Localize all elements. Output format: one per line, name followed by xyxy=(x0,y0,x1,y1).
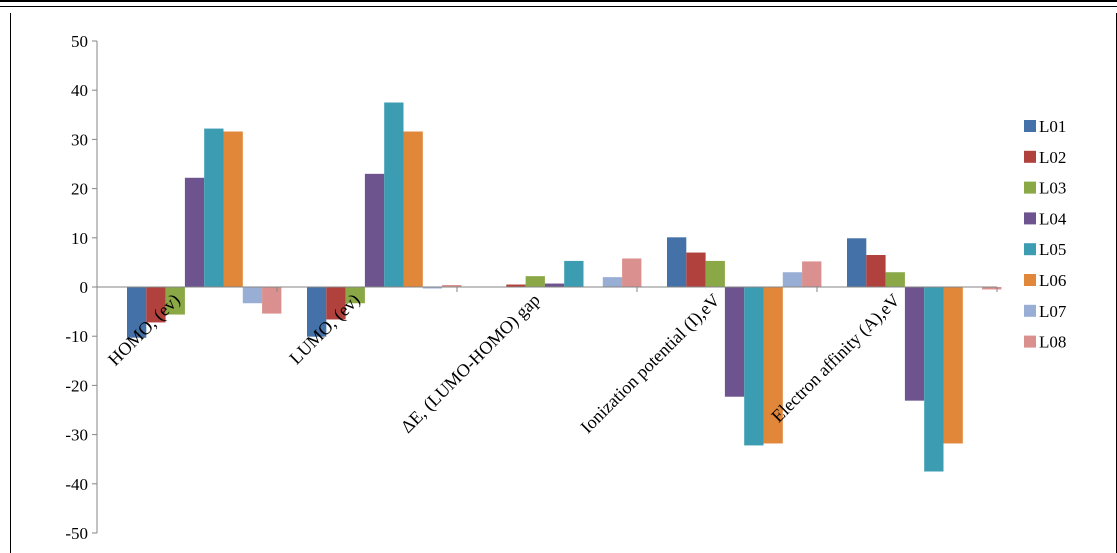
y-tick-label: 50 xyxy=(71,32,88,51)
series-l03 xyxy=(165,260,905,315)
legend: L01 L02 L03 L04 L05 L06 L07 L08 xyxy=(1024,117,1067,352)
top-border-rule xyxy=(0,0,1117,2)
legend-item: L05 xyxy=(1024,240,1066,259)
x-axis: HOMO, (ev) LUMO, (ev) ΔE, (LUMO-HOMO) gap I… xyxy=(96,286,998,438)
bar xyxy=(384,102,404,287)
bar xyxy=(602,277,623,287)
legend-label: L04 xyxy=(1039,209,1067,228)
legend-label: L02 xyxy=(1039,148,1066,167)
bar xyxy=(564,260,584,287)
bars xyxy=(127,102,1002,472)
legend-swatch xyxy=(1024,212,1036,225)
bar xyxy=(622,258,642,287)
legend-swatch xyxy=(1024,150,1036,163)
bar xyxy=(904,287,925,401)
bar xyxy=(127,287,147,338)
legend-swatch xyxy=(1024,120,1036,132)
legend-item: L08 xyxy=(1024,333,1066,352)
bar xyxy=(165,287,185,315)
legend-swatch xyxy=(1024,274,1036,286)
y-tick-label: 0 xyxy=(80,278,89,297)
category-label: ΔE, (LUMO-HOMO) gap xyxy=(397,290,545,438)
bar xyxy=(204,128,224,287)
bar xyxy=(307,287,327,337)
bar xyxy=(705,260,725,287)
legend-swatch xyxy=(1024,181,1036,194)
y-tick-label: -20 xyxy=(65,376,88,395)
series-l05 xyxy=(204,102,944,472)
series-l04 xyxy=(184,173,925,401)
bar xyxy=(442,285,462,287)
bar xyxy=(667,237,687,287)
y-tick-label: 40 xyxy=(71,81,88,100)
legend-item: L03 xyxy=(1024,179,1066,198)
bar xyxy=(184,177,205,287)
bar xyxy=(146,287,166,323)
bar xyxy=(724,287,745,397)
chart-border-left xyxy=(10,13,11,553)
series-l07 xyxy=(242,272,803,304)
legend-item: L01 xyxy=(1024,117,1066,136)
legend-label: L03 xyxy=(1039,179,1066,198)
y-tick-label: 30 xyxy=(71,130,88,149)
legend-label: L05 xyxy=(1039,240,1066,259)
bar xyxy=(364,173,385,287)
bar xyxy=(847,238,867,287)
bar xyxy=(223,131,243,287)
legend-label: L08 xyxy=(1039,333,1066,352)
bar xyxy=(262,287,282,314)
y-tick-label: -50 xyxy=(65,524,88,543)
bar xyxy=(544,283,565,287)
bar xyxy=(422,287,443,289)
bar xyxy=(326,287,346,320)
bar xyxy=(242,287,263,304)
y-tick-label: 10 xyxy=(71,229,88,248)
legend-swatch xyxy=(1024,335,1036,348)
legend-swatch xyxy=(1024,243,1036,256)
category-label: Electron affinity (A),eV xyxy=(767,290,904,427)
bar xyxy=(943,287,963,444)
y-tick-label: -30 xyxy=(65,426,88,445)
category-label: Ionization potential (I),eV xyxy=(576,290,724,438)
legend-item: L04 xyxy=(1024,209,1067,228)
legend-label: L07 xyxy=(1039,302,1067,321)
y-axis: 50 40 30 20 10 0 -10 -20 -30 -40 -50 xyxy=(65,32,98,543)
bar xyxy=(885,272,905,287)
bar xyxy=(982,287,1002,290)
bar xyxy=(744,287,764,446)
legend-item: L02 xyxy=(1024,148,1066,167)
bar xyxy=(866,255,886,287)
legend-swatch xyxy=(1024,304,1036,317)
legend-item: L06 xyxy=(1024,271,1066,290)
y-tick-label: -40 xyxy=(65,475,88,494)
bar xyxy=(506,284,526,287)
series-l01 xyxy=(127,237,867,338)
legend-label: L01 xyxy=(1039,117,1066,136)
bar xyxy=(525,276,545,287)
series-l06 xyxy=(223,131,963,444)
bar xyxy=(686,252,706,287)
bar xyxy=(782,272,803,287)
bar xyxy=(763,287,783,444)
legend-item: L07 xyxy=(1024,302,1067,321)
y-tick-label: -10 xyxy=(65,327,88,346)
series-l02 xyxy=(146,252,886,323)
top-border-inner-rule xyxy=(0,6,1117,7)
bar xyxy=(345,287,365,304)
bar xyxy=(802,261,822,287)
bar xyxy=(403,131,423,287)
bar xyxy=(924,287,944,472)
series-l08 xyxy=(262,258,1002,314)
legend-label: L06 xyxy=(1039,271,1066,290)
y-tick-label: 20 xyxy=(71,180,88,199)
